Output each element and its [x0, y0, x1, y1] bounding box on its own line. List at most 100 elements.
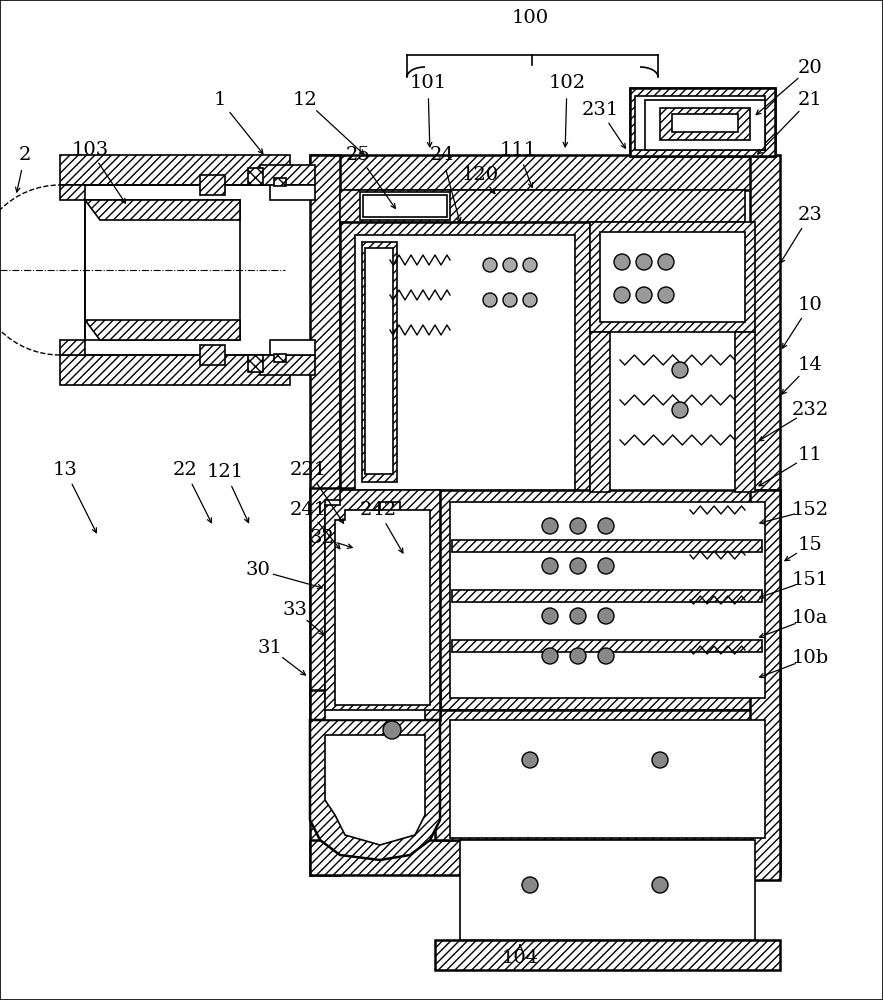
Text: 11: 11 [797, 446, 822, 464]
Circle shape [672, 402, 688, 418]
Bar [248, 168, 263, 185]
Text: 101: 101 [410, 74, 447, 92]
Bar [310, 690, 440, 720]
Text: 10: 10 [797, 296, 822, 314]
Bar [60, 185, 290, 355]
Text: 25: 25 [345, 146, 370, 164]
Bar [310, 155, 775, 190]
Bar [460, 840, 755, 940]
Bar [340, 190, 745, 222]
Bar [248, 355, 263, 372]
Bar [260, 165, 315, 185]
Text: 120: 120 [462, 166, 499, 184]
Bar [340, 222, 590, 502]
Circle shape [598, 608, 614, 624]
Text: 241: 241 [290, 501, 327, 519]
Circle shape [636, 287, 652, 303]
Circle shape [658, 254, 674, 270]
Bar [750, 155, 780, 545]
Bar [310, 155, 340, 875]
Bar [450, 720, 765, 838]
Text: 103: 103 [72, 141, 109, 159]
Text: 30: 30 [245, 561, 270, 579]
Bar [645, 100, 765, 150]
Bar [635, 96, 765, 150]
Bar [85, 200, 240, 340]
Text: 100: 100 [511, 9, 548, 27]
Text: 102: 102 [548, 74, 585, 92]
Bar [380, 502, 400, 697]
Bar [200, 175, 225, 195]
Bar [60, 340, 85, 355]
Text: 111: 111 [500, 141, 537, 159]
Bar [60, 155, 290, 185]
Polygon shape [85, 320, 240, 340]
Bar [435, 490, 780, 710]
Polygon shape [310, 720, 440, 860]
Circle shape [614, 254, 630, 270]
Bar [590, 222, 755, 332]
Bar [270, 185, 315, 200]
Bar [452, 640, 762, 652]
Bar [363, 195, 447, 217]
Text: 231: 231 [581, 101, 619, 119]
Circle shape [483, 258, 497, 272]
Circle shape [598, 648, 614, 664]
Text: 31: 31 [258, 639, 283, 657]
Circle shape [570, 648, 586, 664]
Text: 232: 232 [791, 401, 828, 419]
Polygon shape [335, 510, 430, 705]
Bar [365, 248, 393, 474]
Bar [310, 488, 440, 713]
Text: 10a: 10a [792, 609, 828, 627]
Text: 104: 104 [502, 949, 539, 967]
Circle shape [522, 752, 538, 768]
Circle shape [652, 877, 668, 893]
Bar [450, 502, 765, 698]
Circle shape [542, 518, 558, 534]
Bar [270, 340, 315, 355]
Bar [600, 232, 745, 322]
Text: 151: 151 [791, 571, 828, 589]
Text: 15: 15 [797, 536, 822, 554]
Circle shape [652, 752, 668, 768]
Circle shape [523, 258, 537, 272]
Bar [60, 185, 85, 200]
Text: 22: 22 [172, 461, 198, 479]
Text: 242: 242 [359, 501, 396, 519]
Text: 33: 33 [283, 601, 307, 619]
Text: 20: 20 [797, 59, 822, 77]
Bar [452, 540, 762, 552]
Circle shape [570, 518, 586, 534]
Text: 12: 12 [292, 91, 317, 109]
Bar [750, 490, 780, 880]
Circle shape [672, 362, 688, 378]
Circle shape [598, 558, 614, 574]
Circle shape [614, 287, 630, 303]
Circle shape [523, 293, 537, 307]
Bar [360, 192, 450, 220]
Text: 152: 152 [791, 501, 828, 519]
Text: 32: 32 [310, 529, 335, 547]
Bar [60, 355, 290, 385]
Text: 21: 21 [797, 91, 822, 109]
Bar [274, 354, 286, 362]
Text: 1: 1 [214, 91, 226, 109]
Bar [735, 332, 755, 492]
Bar [590, 332, 610, 492]
Text: 2: 2 [19, 146, 31, 164]
Circle shape [658, 287, 674, 303]
Bar [325, 705, 425, 720]
Circle shape [383, 721, 401, 739]
Bar [660, 108, 750, 140]
Polygon shape [630, 88, 775, 156]
Circle shape [542, 608, 558, 624]
Text: 13: 13 [53, 461, 78, 479]
Bar [452, 590, 762, 602]
Text: 221: 221 [290, 461, 327, 479]
Circle shape [503, 293, 517, 307]
Polygon shape [325, 490, 440, 710]
Circle shape [542, 648, 558, 664]
Text: 121: 121 [207, 463, 244, 481]
Text: 14: 14 [797, 356, 822, 374]
